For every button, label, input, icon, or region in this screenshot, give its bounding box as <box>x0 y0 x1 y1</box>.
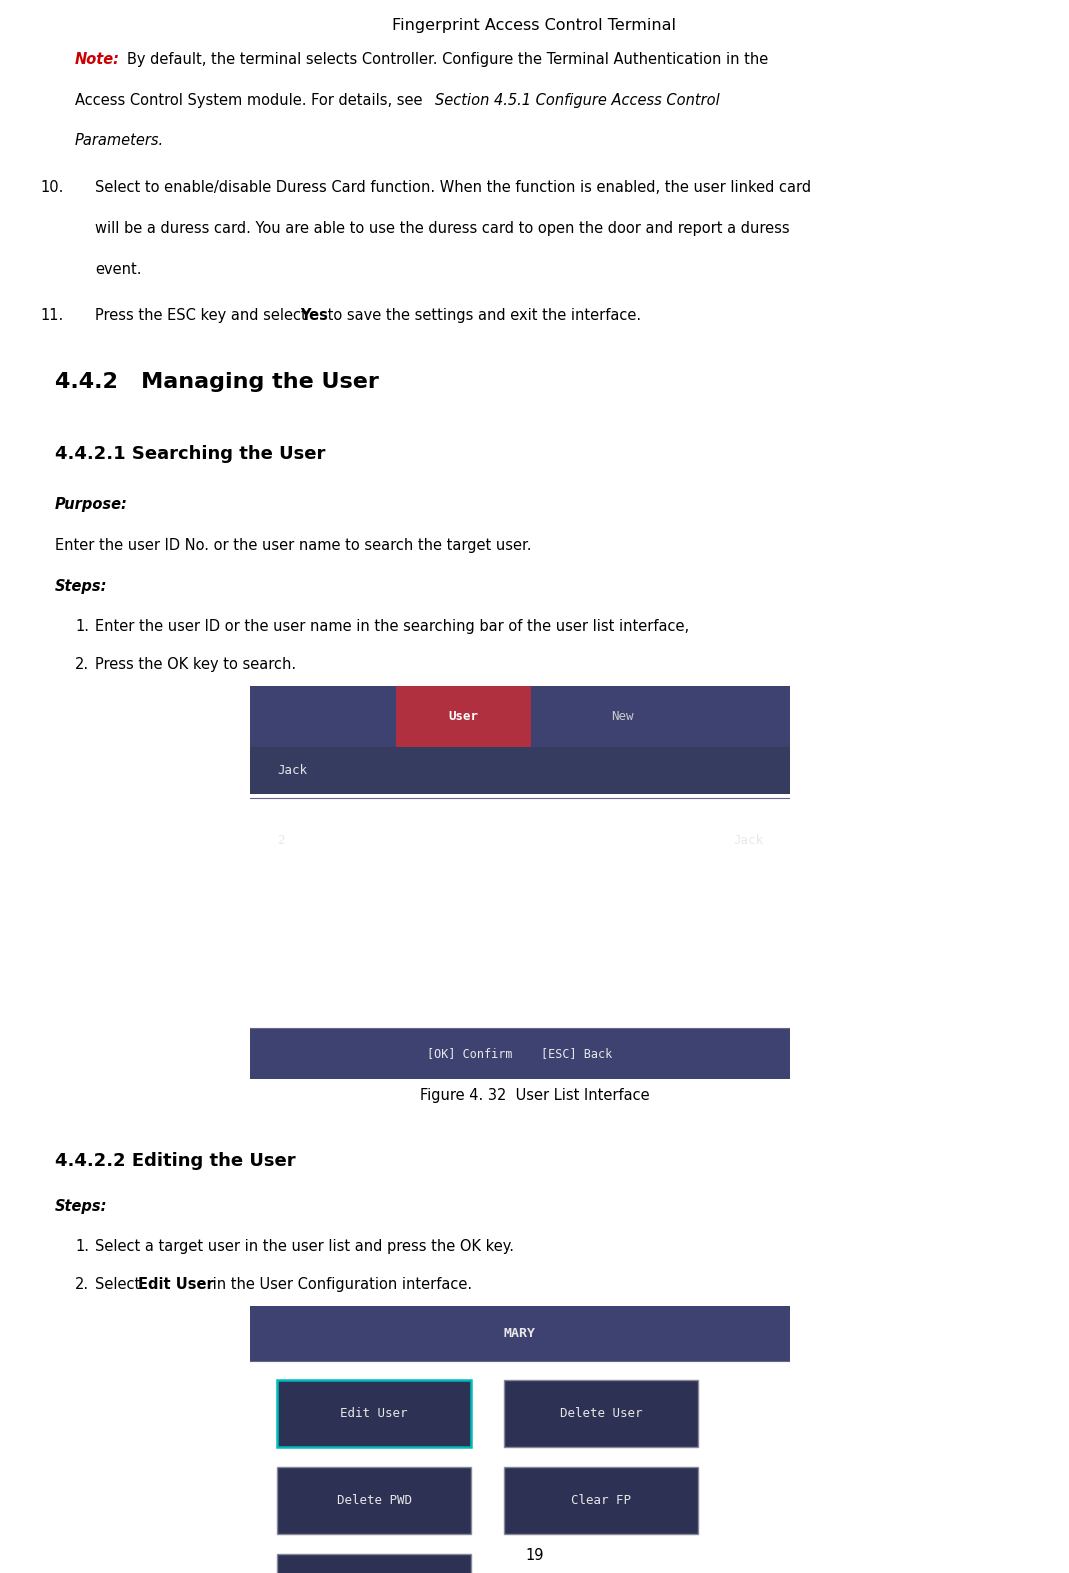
FancyBboxPatch shape <box>250 1029 790 1079</box>
Text: Enter the user ID or the user name in the searching bar of the user list interfa: Enter the user ID or the user name in th… <box>95 620 690 634</box>
Text: 2: 2 <box>277 834 284 846</box>
Text: 2.: 2. <box>75 1277 89 1291</box>
FancyBboxPatch shape <box>503 1381 698 1447</box>
Text: Access Control System module. For details, see: Access Control System module. For detail… <box>75 93 428 107</box>
Text: By default, the terminal selects Controller. Configure the Terminal Authenticati: By default, the terminal selects Control… <box>127 52 769 68</box>
Text: Enter the user ID No. or the user name to search the target user.: Enter the user ID No. or the user name t… <box>55 538 531 554</box>
Text: Purpose:: Purpose: <box>55 497 128 513</box>
Text: User: User <box>448 711 478 724</box>
Text: 4.4.2.1 Searching the User: 4.4.2.1 Searching the User <box>55 445 325 462</box>
Text: 19: 19 <box>525 1548 544 1564</box>
Text: Press the OK key to search.: Press the OK key to search. <box>95 658 296 672</box>
Text: Jack: Jack <box>277 764 307 777</box>
Text: Steps:: Steps: <box>55 1199 108 1213</box>
Text: 4.4.2   Managing the User: 4.4.2 Managing the User <box>55 373 378 392</box>
FancyBboxPatch shape <box>250 1306 790 1361</box>
Text: Press the ESC key and select: Press the ESC key and select <box>95 308 311 322</box>
Text: Fingerprint Access Control Terminal: Fingerprint Access Control Terminal <box>392 17 677 33</box>
Text: Clear FP: Clear FP <box>571 1494 631 1507</box>
FancyBboxPatch shape <box>250 747 790 794</box>
Text: Select to enable/disable Duress Card function. When the function is enabled, the: Select to enable/disable Duress Card fun… <box>95 179 811 195</box>
Text: event.: event. <box>95 261 141 277</box>
Text: Edit User: Edit User <box>340 1408 408 1420</box>
Text: Figure 4. 32  User List Interface: Figure 4. 32 User List Interface <box>420 1089 649 1103</box>
FancyBboxPatch shape <box>250 686 790 747</box>
Text: MARY: MARY <box>503 1328 536 1340</box>
Text: 10.: 10. <box>40 179 63 195</box>
Text: Jack: Jack <box>733 834 763 846</box>
Text: Parameters.: Parameters. <box>75 134 165 148</box>
Text: Note:: Note: <box>75 52 120 68</box>
Text: in the User Configuration interface.: in the User Configuration interface. <box>208 1277 472 1291</box>
Text: 1.: 1. <box>75 620 89 634</box>
Text: 2.: 2. <box>75 658 89 672</box>
Text: Edit User: Edit User <box>138 1277 214 1291</box>
Text: Delete User: Delete User <box>560 1408 642 1420</box>
Text: Section 4.5.1 Configure Access Control: Section 4.5.1 Configure Access Control <box>435 93 719 107</box>
Text: Yes: Yes <box>300 308 328 322</box>
Text: [OK] Confirm    [ESC] Back: [OK] Confirm [ESC] Back <box>428 1048 613 1060</box>
Text: 11.: 11. <box>40 308 63 322</box>
Text: Select a target user in the user list and press the OK key.: Select a target user in the user list an… <box>95 1240 514 1254</box>
Text: to save the settings and exit the interface.: to save the settings and exit the interf… <box>323 308 641 322</box>
Text: Select: Select <box>95 1277 145 1291</box>
FancyBboxPatch shape <box>277 1554 471 1573</box>
FancyBboxPatch shape <box>277 1468 471 1534</box>
Text: will be a duress card. You are able to use the duress card to open the door and : will be a duress card. You are able to u… <box>95 220 790 236</box>
FancyBboxPatch shape <box>277 1381 471 1447</box>
Text: New: New <box>611 711 634 724</box>
FancyBboxPatch shape <box>396 686 531 747</box>
Text: Steps:: Steps: <box>55 579 108 593</box>
FancyBboxPatch shape <box>503 1468 698 1534</box>
Text: Delete PWD: Delete PWD <box>337 1494 412 1507</box>
Text: 1.: 1. <box>75 1240 89 1254</box>
Text: 4.4.2.2 Editing the User: 4.4.2.2 Editing the User <box>55 1151 296 1170</box>
